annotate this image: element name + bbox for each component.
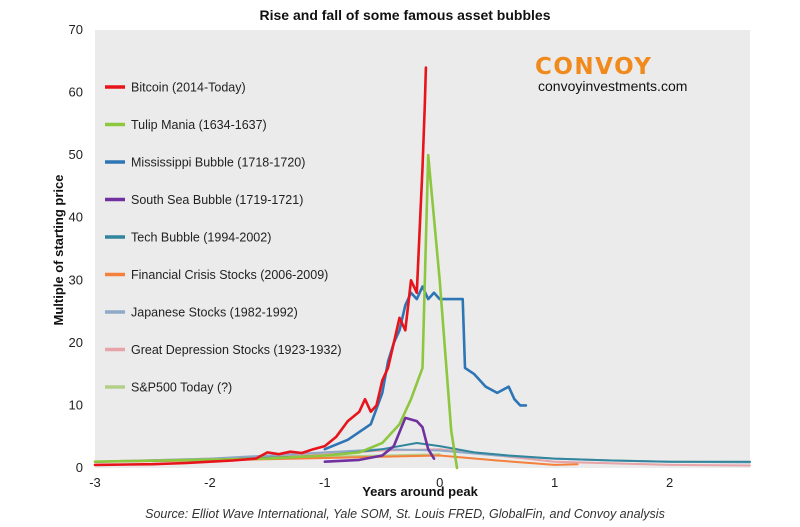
legend-label: South Sea Bubble (1719-1721) [131,193,303,207]
source-note: Source: Elliot Wave International, Yale … [145,507,665,521]
x-tick-label: 0 [436,475,443,490]
x-axis-title: Years around peak [362,484,478,499]
legend-label: Financial Crisis Stocks (2006-2009) [131,268,328,282]
series-line [93,66,428,467]
brand-logo: CONVOY [535,54,652,80]
x-tick-label: 2 [666,475,673,490]
legend-label: Mississippi Bubble (1718-1720) [131,156,305,170]
series-line [323,416,436,464]
series-lines [93,66,751,470]
plot-area [95,30,750,468]
x-tick-label: 1 [551,475,558,490]
y-tick-label: 60 [69,85,83,100]
y-tick-label: 10 [69,397,83,412]
y-tick-label: 50 [69,147,83,162]
brand-url: convoyinvestments.com [538,78,687,94]
y-tick-label: 70 [69,22,83,37]
y-axis: 0 10 20 30 40 50 60 70 [69,22,83,475]
series-line [93,153,459,470]
y-tick-label: 0 [76,460,83,475]
y-tick-label: 20 [69,335,83,350]
legend-label: Tech Bubble (1994-2002) [131,231,271,245]
x-tick-label: -3 [89,475,101,490]
y-axis-title: Multiple of starting price [51,175,66,326]
x-axis: -3 -2 -1 0 1 2 [89,475,673,490]
chart-title: Rise and fall of some famous asset bubbl… [260,7,551,23]
legend-label: Japanese Stocks (1982-1992) [131,306,298,320]
legend-label: Bitcoin (2014-Today) [131,81,246,95]
legend-label: Tulip Mania (1634-1637) [131,118,267,132]
legend-label: S&P500 Today (?) [131,381,232,395]
legend: Bitcoin (2014-Today) Tulip Mania (1634-16… [105,81,342,395]
x-tick-label: -2 [204,475,216,490]
y-tick-label: 30 [69,272,83,287]
y-tick-label: 40 [69,210,83,225]
legend-label: Great Depression Stocks (1923-1932) [131,343,342,357]
x-tick-label: -1 [319,475,331,490]
